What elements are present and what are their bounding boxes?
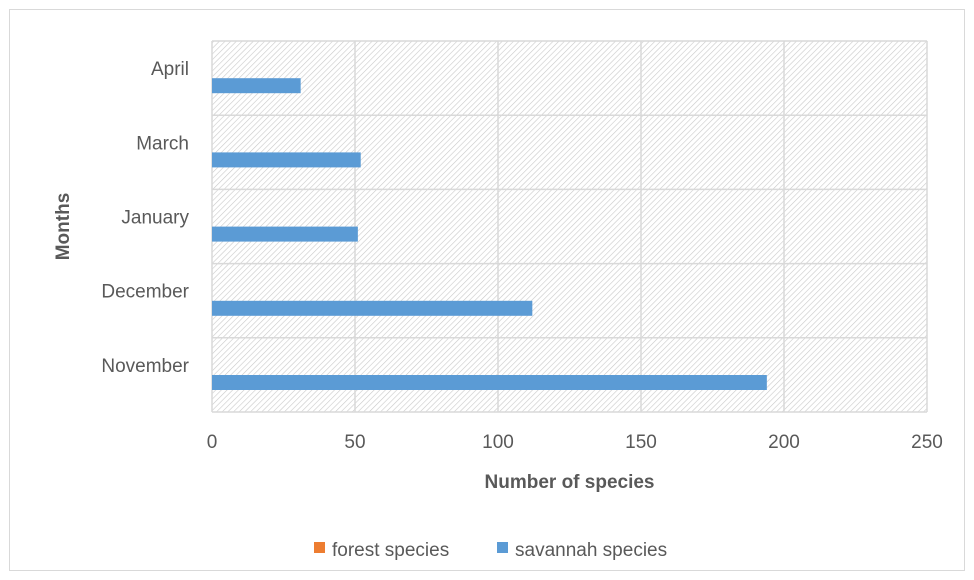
legend-label-forest: forest species [332,540,449,561]
y-axis-title: Months [53,193,74,261]
plot-area [212,41,927,412]
y-tick-label: December [101,282,189,303]
bar-savannah-march [212,152,361,168]
x-tick-label: 0 [207,432,218,453]
legend-label-savannah: savannah species [515,540,667,561]
x-tick-label: 250 [911,432,943,453]
legend: forest species savannah species [314,540,667,561]
bar-savannah-december [212,300,533,316]
x-tick-label: 200 [768,432,800,453]
y-tick-label: March [136,133,189,154]
x-tick-labels: 0 50 100 150 200 250 [207,432,943,453]
legend-swatch-savannah [497,542,508,553]
bar-savannah-january [212,226,358,242]
x-tick-label: 100 [482,432,514,453]
gridlines [211,40,928,413]
y-tick-labels: November December January March April [101,59,189,377]
bars [212,78,767,390]
x-axis-title: Number of species [485,472,655,493]
bar-savannah-november [212,375,767,390]
bar-savannah-april [212,78,301,94]
legend-swatch-forest [314,542,325,553]
y-tick-label: January [121,208,189,229]
x-tick-label: 50 [344,432,365,453]
y-tick-label: November [101,356,189,377]
x-tick-label: 150 [625,432,657,453]
y-tick-label: April [151,59,189,80]
